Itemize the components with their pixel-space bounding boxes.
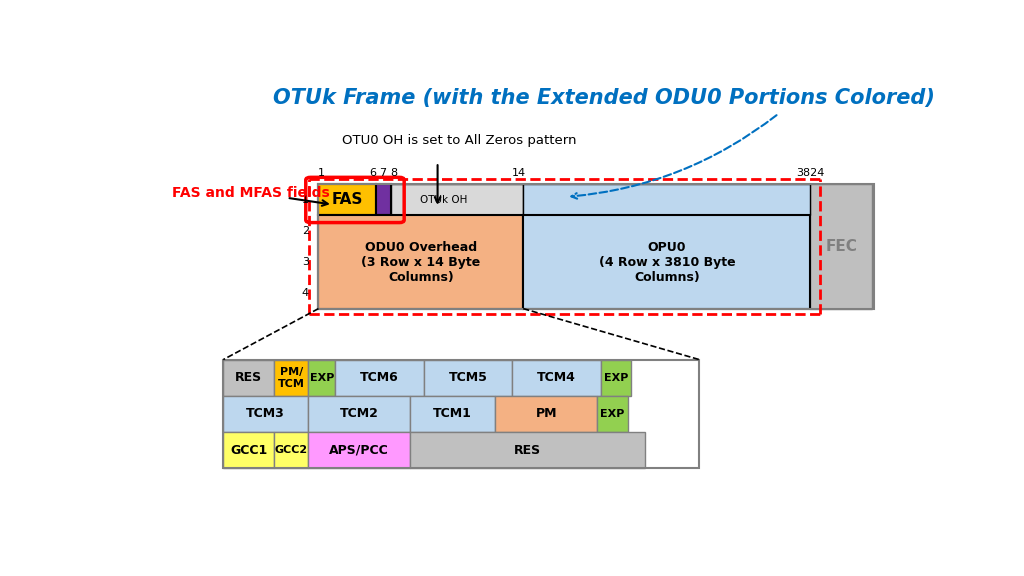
Text: 7: 7 (379, 168, 386, 178)
Bar (376, 184, 391, 215)
Text: GCC1: GCC1 (230, 444, 267, 457)
Bar (336, 359, 424, 396)
Text: 3824: 3824 (797, 168, 824, 178)
Bar (318, 215, 523, 309)
Bar (274, 432, 308, 468)
Text: 1: 1 (317, 168, 325, 178)
Text: RES: RES (514, 444, 542, 457)
Text: 4: 4 (302, 288, 309, 298)
Bar (523, 184, 811, 215)
Text: 1: 1 (302, 195, 309, 205)
Bar (274, 359, 308, 396)
Text: OTUk OH: OTUk OH (421, 195, 468, 205)
Text: TCM6: TCM6 (360, 372, 399, 384)
Bar (496, 396, 597, 432)
Text: EXP: EXP (604, 373, 629, 382)
Bar (223, 359, 699, 468)
Text: OPU0
(4 Row x 3810 Byte
Columns): OPU0 (4 Row x 3810 Byte Columns) (599, 241, 735, 283)
Bar (308, 359, 336, 396)
Text: EXP: EXP (600, 409, 625, 419)
Bar (601, 359, 632, 396)
Text: 2: 2 (302, 226, 309, 236)
Text: 8: 8 (390, 168, 397, 178)
Bar (308, 396, 411, 432)
Text: 3: 3 (302, 257, 309, 267)
Bar (411, 396, 496, 432)
Bar (597, 396, 628, 432)
Bar (523, 215, 811, 309)
Text: GCC2: GCC2 (274, 445, 308, 455)
Text: RES: RES (236, 372, 262, 384)
Text: APS/PCC: APS/PCC (330, 444, 389, 457)
Bar (391, 184, 523, 215)
Bar (308, 432, 411, 468)
Text: OTU0 OH is set to All Zeros pattern: OTU0 OH is set to All Zeros pattern (342, 134, 577, 146)
Bar (424, 359, 512, 396)
Text: FEC: FEC (825, 239, 857, 254)
Text: TCM4: TCM4 (538, 372, 575, 384)
Text: FAS and MFAS fields: FAS and MFAS fields (172, 186, 330, 200)
Bar (223, 396, 308, 432)
Text: TCM2: TCM2 (340, 407, 379, 420)
Bar (223, 359, 274, 396)
Text: TCM5: TCM5 (449, 372, 487, 384)
Bar (318, 184, 873, 309)
Text: OTUk Frame (with the Extended ODU0 Portions Colored): OTUk Frame (with the Extended ODU0 Porti… (273, 88, 935, 108)
Bar (223, 432, 274, 468)
Text: TCM3: TCM3 (247, 407, 285, 420)
Text: PM/
TCM: PM/ TCM (278, 367, 305, 389)
Bar (318, 184, 376, 215)
Text: PM: PM (536, 407, 557, 420)
Bar (411, 432, 645, 468)
Text: ODU0 Overhead
(3 Row x 14 Byte
Columns): ODU0 Overhead (3 Row x 14 Byte Columns) (361, 241, 480, 283)
Text: FAS: FAS (332, 192, 362, 207)
Bar (811, 184, 872, 309)
Text: EXP: EXP (309, 373, 334, 382)
Text: 6: 6 (370, 168, 377, 178)
Text: TCM1: TCM1 (433, 407, 472, 420)
Bar (512, 359, 601, 396)
Text: 14: 14 (512, 168, 526, 178)
